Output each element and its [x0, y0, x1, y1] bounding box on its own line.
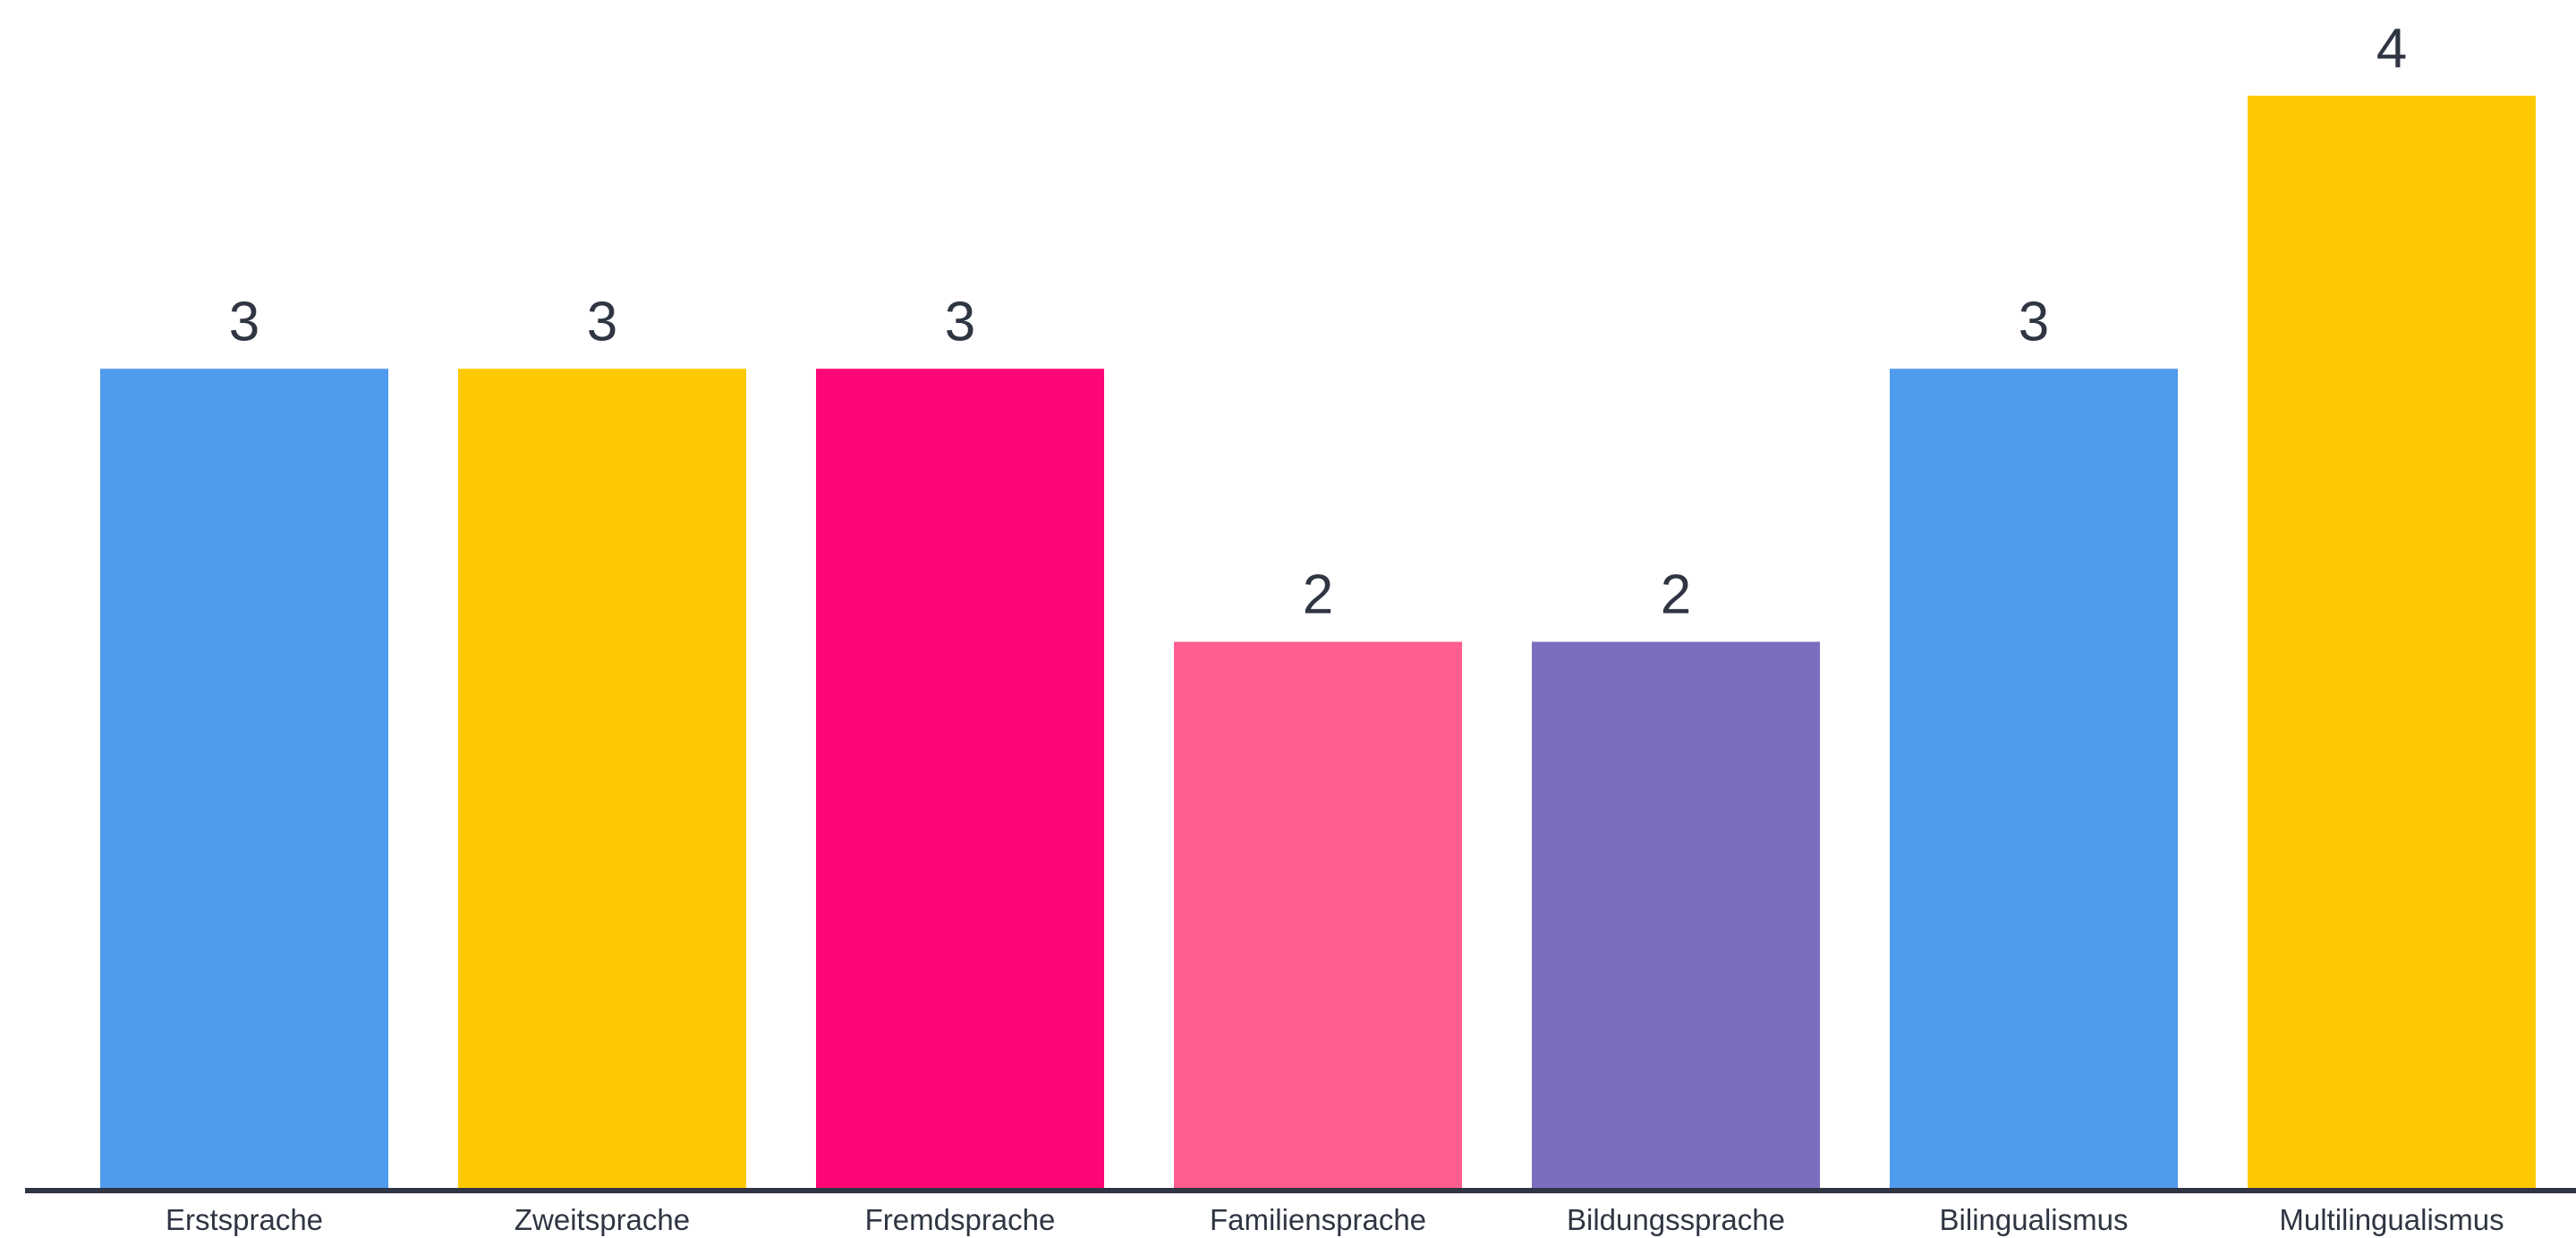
value-label-familiensprache: 2 [1303, 564, 1333, 626]
x-tick-label-fremdsprache: Fremdsprache [865, 1203, 1056, 1236]
x-tick-labels-layer: Erstsprache Zweitsprache Fremdsprache Famil… [166, 1203, 2504, 1236]
x-tick-label-bilingualismus: Bilingualismus [1940, 1203, 2129, 1236]
x-tick-label-erstsprache: Erstsprache [166, 1203, 323, 1236]
bar-zweitsprache [458, 369, 746, 1188]
bar-fremdsprache [816, 369, 1104, 1188]
bar-familiensprache [1174, 641, 1462, 1188]
bar-bilingualismus [1890, 369, 2178, 1188]
bar-multilingualismus [2248, 96, 2536, 1188]
x-tick-label-zweitsprache: Zweitsprache [514, 1203, 690, 1236]
value-label-bilingualismus: 3 [2019, 291, 2049, 352]
x-tick-label-bildungssprache: Bildungssprache [1567, 1203, 1785, 1236]
bar-erstsprache [100, 369, 388, 1188]
bars-layer [100, 96, 2536, 1188]
x-tick-label-multilingualismus: Multilingualismus [2279, 1203, 2504, 1236]
value-label-zweitsprache: 3 [587, 291, 617, 352]
x-tick-label-familiensprache: Familiensprache [1210, 1203, 1426, 1236]
value-label-multilingualismus: 4 [2376, 18, 2407, 80]
bar-bildungssprache [1532, 641, 1820, 1188]
value-label-bildungssprache: 2 [1661, 564, 1691, 626]
value-label-fremdsprache: 3 [945, 291, 975, 352]
value-label-erstsprache: 3 [229, 291, 259, 352]
value-labels-layer: 3 3 3 2 2 3 4 [229, 18, 2407, 626]
